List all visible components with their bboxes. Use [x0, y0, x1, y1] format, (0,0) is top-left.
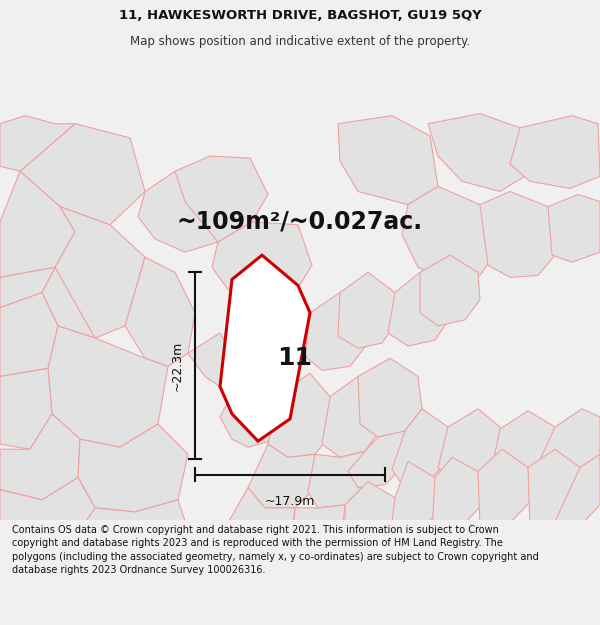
Polygon shape — [42, 207, 145, 338]
Polygon shape — [548, 194, 600, 262]
Text: Contains OS data © Crown copyright and database right 2021. This information is : Contains OS data © Crown copyright and d… — [12, 525, 539, 575]
Polygon shape — [388, 272, 450, 346]
Polygon shape — [432, 458, 482, 532]
Polygon shape — [420, 255, 480, 326]
Polygon shape — [338, 116, 438, 204]
Text: ~109m²/~0.027ac.: ~109m²/~0.027ac. — [177, 210, 423, 234]
Polygon shape — [305, 292, 368, 371]
Polygon shape — [0, 116, 75, 171]
Polygon shape — [48, 326, 168, 448]
Polygon shape — [80, 500, 188, 551]
Polygon shape — [220, 255, 310, 441]
Polygon shape — [552, 454, 600, 528]
Polygon shape — [480, 191, 560, 278]
Polygon shape — [492, 411, 558, 482]
Polygon shape — [348, 431, 408, 488]
Polygon shape — [268, 373, 335, 458]
Polygon shape — [528, 449, 582, 528]
Polygon shape — [392, 409, 452, 484]
Polygon shape — [338, 272, 398, 348]
Polygon shape — [188, 333, 235, 389]
Polygon shape — [248, 444, 318, 508]
Polygon shape — [402, 186, 500, 282]
Polygon shape — [510, 116, 600, 188]
Polygon shape — [0, 414, 80, 500]
Polygon shape — [138, 171, 235, 252]
Polygon shape — [478, 449, 532, 528]
Polygon shape — [78, 424, 188, 512]
Polygon shape — [0, 292, 58, 376]
Text: 11, HAWKESWORTH DRIVE, BAGSHOT, GU19 5QY: 11, HAWKESWORTH DRIVE, BAGSHOT, GU19 5QY — [119, 9, 481, 22]
Polygon shape — [20, 124, 145, 225]
Polygon shape — [345, 482, 398, 552]
Text: 11: 11 — [277, 346, 313, 370]
Polygon shape — [0, 171, 75, 278]
Polygon shape — [538, 409, 600, 482]
Polygon shape — [292, 505, 345, 552]
Polygon shape — [125, 257, 195, 366]
Polygon shape — [0, 368, 52, 449]
Text: ~17.9m: ~17.9m — [265, 495, 315, 508]
Polygon shape — [308, 451, 368, 508]
Polygon shape — [0, 478, 95, 538]
Text: ~22.3m: ~22.3m — [170, 341, 184, 391]
Polygon shape — [0, 268, 55, 308]
Polygon shape — [390, 461, 440, 538]
Polygon shape — [175, 156, 268, 242]
Polygon shape — [358, 358, 422, 437]
Polygon shape — [322, 376, 382, 458]
Polygon shape — [42, 268, 95, 338]
Polygon shape — [438, 409, 502, 482]
Polygon shape — [225, 488, 295, 552]
Polygon shape — [428, 114, 528, 191]
Text: Map shows position and indicative extent of the property.: Map shows position and indicative extent… — [130, 35, 470, 48]
Polygon shape — [220, 376, 288, 448]
Polygon shape — [212, 222, 312, 302]
